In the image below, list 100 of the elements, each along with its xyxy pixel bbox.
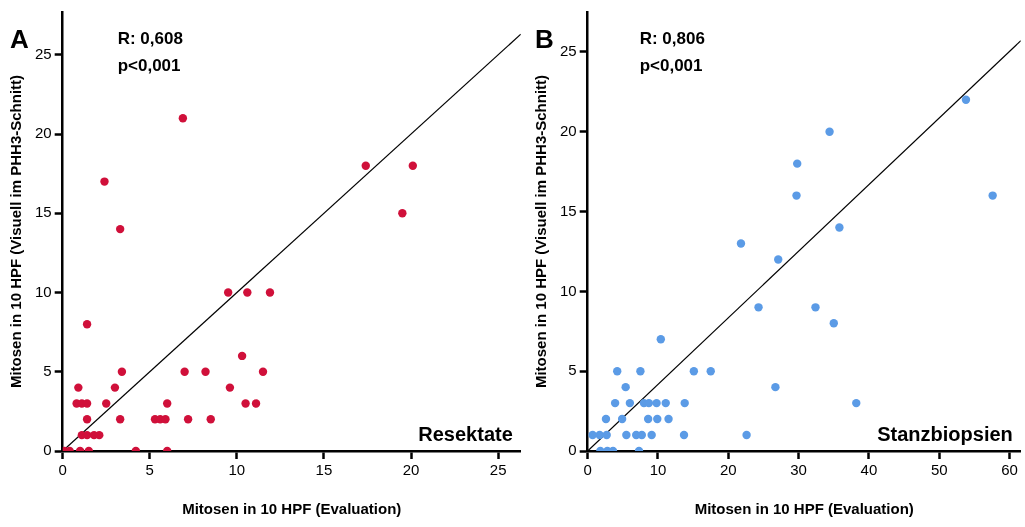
- point: [825, 127, 834, 136]
- y-tick-label: 25: [560, 42, 577, 60]
- point: [265, 288, 275, 297]
- point: [180, 367, 189, 376]
- y-tick-label: 25: [35, 44, 52, 62]
- point: [754, 303, 763, 312]
- point: [178, 113, 188, 123]
- y-tick-label: 10: [560, 281, 577, 299]
- point: [595, 430, 604, 440]
- x-tick-label: 20: [719, 461, 737, 479]
- x-tick-label: 60: [1001, 461, 1018, 479]
- x-tick-label: 10: [649, 461, 667, 479]
- point: [258, 367, 268, 376]
- point: [588, 430, 597, 440]
- x-tick-label: 5: [145, 461, 154, 479]
- point: [95, 430, 104, 440]
- point: [613, 366, 622, 376]
- y-tick-label: 15: [560, 201, 577, 219]
- point: [100, 177, 109, 186]
- annotation: R: 0,806: [639, 29, 705, 48]
- point: [102, 399, 111, 408]
- point: [82, 320, 92, 329]
- point: [163, 399, 172, 408]
- point: [115, 415, 125, 424]
- point: [610, 398, 620, 408]
- x-tick-label: 30: [790, 461, 807, 479]
- y-tick-label: 15: [35, 203, 52, 221]
- point: [625, 398, 635, 408]
- point: [793, 159, 802, 168]
- y-axis-title: Mitosen in 10 HPF (Visuell im PHH3-Schnitt): [532, 74, 550, 389]
- point: [617, 414, 627, 424]
- annotation: Stanzbiopsien: [877, 423, 1013, 445]
- annotation: p<0,001: [639, 56, 703, 75]
- point: [241, 399, 250, 408]
- point: [408, 161, 417, 170]
- point: [602, 430, 611, 440]
- point: [206, 415, 215, 424]
- y-tick-label: 10: [35, 282, 52, 300]
- x-tick-label: 50: [930, 461, 948, 479]
- point: [647, 430, 656, 440]
- x-tick-label: 40: [860, 461, 878, 479]
- point: [636, 366, 645, 376]
- point: [117, 367, 127, 376]
- point: [251, 399, 261, 408]
- y-tick-label: 0: [43, 441, 52, 459]
- point: [110, 383, 120, 392]
- point: [601, 414, 611, 424]
- point: [742, 430, 751, 440]
- point: [225, 383, 235, 392]
- point: [829, 319, 838, 328]
- point: [852, 398, 861, 408]
- point: [243, 288, 252, 297]
- x-axis-title: Mitosen in 10 HPF (Evaluation): [182, 500, 402, 518]
- point: [661, 398, 670, 408]
- point: [161, 415, 170, 424]
- y-tick-label: 0: [568, 441, 577, 459]
- text: B: [535, 24, 554, 54]
- point: [398, 209, 407, 218]
- point: [680, 398, 689, 408]
- y-tick-label: 5: [568, 361, 577, 379]
- x-tick-label: 15: [315, 461, 333, 479]
- point: [811, 303, 820, 312]
- point: [621, 382, 630, 392]
- annotation: p<0,001: [117, 56, 181, 75]
- x-tick-label: 0: [583, 461, 592, 479]
- point: [74, 383, 83, 392]
- y-tick-label: 5: [43, 361, 52, 379]
- point: [961, 95, 971, 104]
- point: [706, 366, 715, 376]
- point: [988, 191, 997, 200]
- point: [653, 414, 662, 424]
- point: [115, 224, 125, 234]
- point: [223, 288, 233, 297]
- y-tick-label: 20: [560, 121, 577, 139]
- point: [835, 223, 844, 232]
- point: [656, 335, 666, 344]
- y-tick-label: 20: [35, 124, 52, 142]
- x-tick-label: 10: [228, 461, 246, 479]
- point: [643, 414, 653, 424]
- point: [82, 415, 92, 424]
- x-tick-label: 25: [489, 461, 507, 479]
- point: [774, 255, 783, 264]
- point: [679, 430, 689, 440]
- point: [183, 415, 193, 424]
- point: [792, 191, 801, 200]
- point: [361, 161, 370, 170]
- text: A: [10, 24, 29, 54]
- point: [664, 414, 673, 424]
- point: [201, 367, 210, 376]
- annotation: R: 0,608: [117, 29, 183, 48]
- point: [689, 366, 699, 376]
- y-axis-title: Mitosen in 10 HPF (Visuell im PHH3-Schnitt): [7, 74, 25, 389]
- point: [622, 430, 631, 440]
- point: [237, 351, 247, 361]
- x-tick-label: 0: [58, 461, 67, 479]
- point: [652, 398, 661, 408]
- point: [736, 239, 746, 248]
- annotation: Resektate: [418, 423, 513, 445]
- x-tick-label: 20: [402, 461, 420, 479]
- point: [771, 382, 780, 392]
